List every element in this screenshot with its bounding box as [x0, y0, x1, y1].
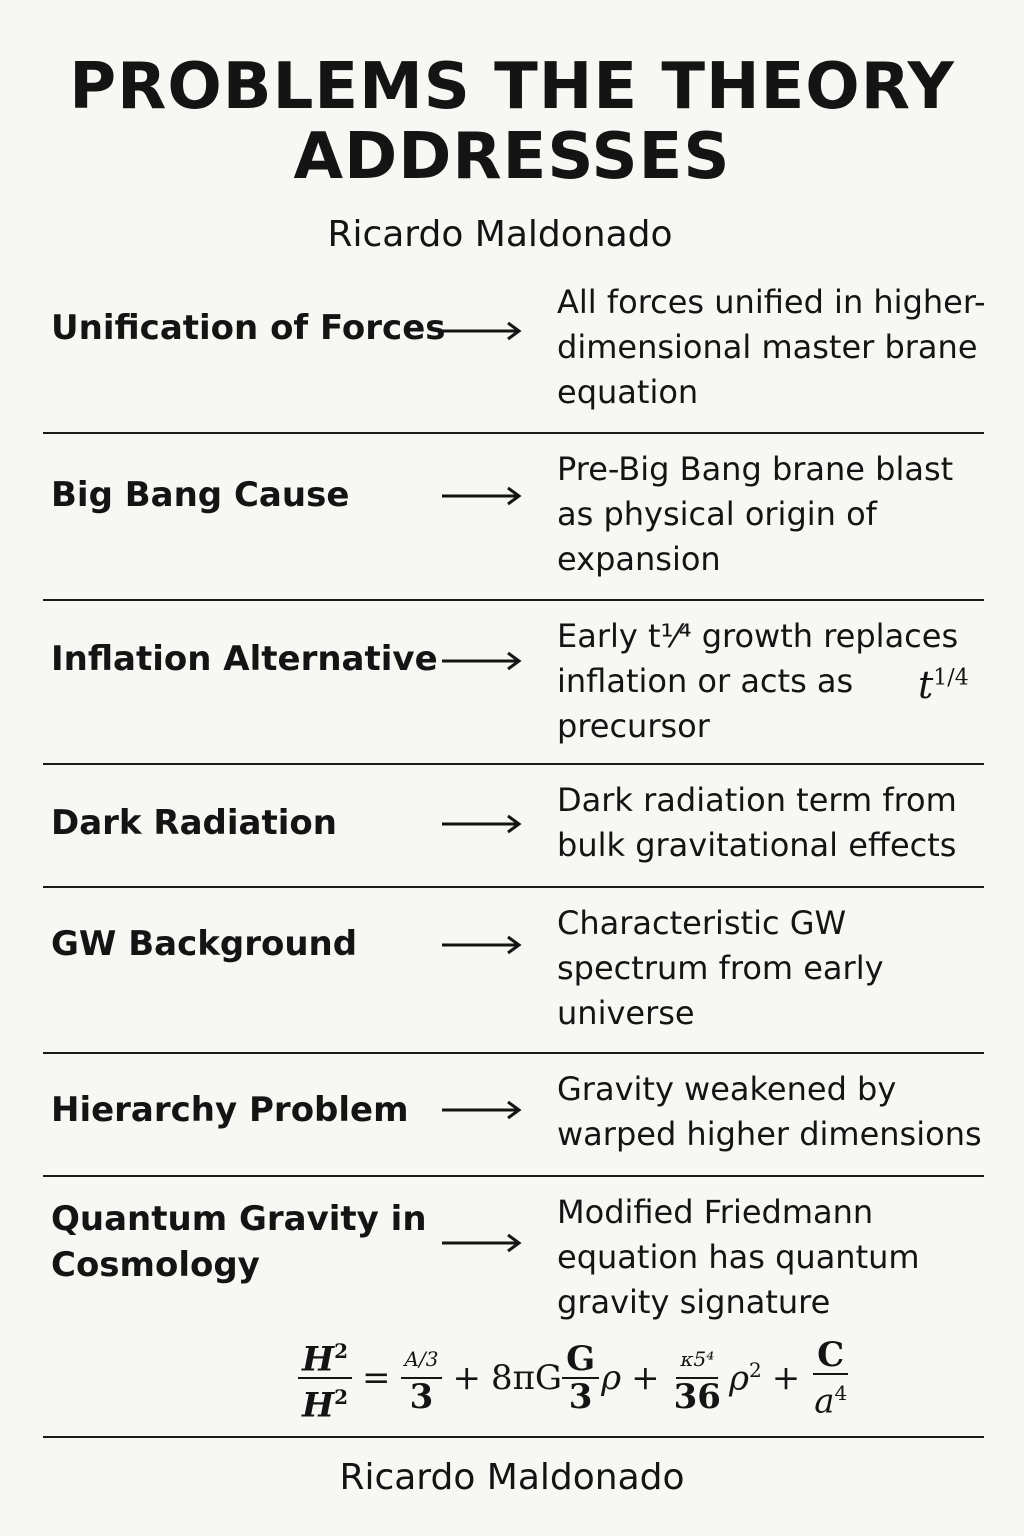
eq-plus: + — [452, 1358, 481, 1398]
row-divider — [43, 886, 984, 888]
page-title: PROBLEMS THE THEORY ADDRESSES — [0, 52, 1024, 192]
problem-label: Hierarchy Problem — [51, 1090, 409, 1130]
footer-author: Ricardo Maldonado — [339, 1457, 685, 1498]
arrow-right-icon — [442, 486, 522, 506]
problem-row: Quantum Gravity in Cosmology Modified Fr… — [43, 1190, 984, 1335]
problem-label: GW Background — [51, 924, 358, 964]
problem-row: GW Background Characteristic GW spectrum… — [43, 901, 984, 1051]
problem-label: Inflation Alternative — [51, 639, 438, 679]
problem-row: Dark Radiation Dark radiation term from … — [43, 778, 984, 878]
arrow-right-icon — [442, 935, 522, 955]
eq-term-2-coef: 8πG — [490, 1358, 563, 1398]
eq-term-2-rho: ρ — [601, 1358, 622, 1398]
solution-description: All forces unified in higher- dimensiona… — [557, 283, 986, 411]
row-divider — [43, 432, 984, 434]
problem-label: Dark Radiation — [51, 803, 337, 843]
title-line-1: PROBLEMS THE THEORY — [69, 50, 955, 124]
row-divider — [43, 1052, 984, 1054]
t-quarter-power-formula: t1/4 — [918, 663, 969, 707]
solution-description: Early t¹⁄⁴ growth replaces inflation or … — [557, 617, 959, 745]
arrow-right-icon — [442, 651, 522, 671]
eq-term-3-rho-squared: ρ2 — [728, 1357, 762, 1399]
row-divider — [43, 763, 984, 765]
eq-plus: + — [631, 1358, 660, 1398]
arrow-right-icon — [442, 1233, 522, 1253]
solution-description: Characteristic GW spectrum from early un… — [557, 904, 884, 1032]
solution-description: Modified Friedmann equation has quantum … — [557, 1193, 920, 1321]
arrow-right-icon — [442, 321, 522, 341]
eq-lhs-fraction: H2 H2 — [298, 1333, 353, 1423]
eq-term-2-fraction: G 3 — [562, 1341, 600, 1415]
row-divider — [43, 599, 984, 601]
eq-term-3-fraction: κ5⁴ 36 — [670, 1341, 725, 1415]
problem-label: Big Bang Cause — [51, 475, 350, 515]
eq-plus: + — [771, 1358, 801, 1398]
problem-row: Inflation Alternative Early t¹⁄⁴ growth … — [43, 614, 984, 764]
solution-description: Pre-Big Bang brane blast as physical ori… — [557, 450, 954, 578]
problem-row: Big Bang Cause Pre-Big Bang brane blast … — [43, 447, 984, 597]
problem-label: Unification of Forces — [51, 308, 446, 348]
row-divider — [43, 1175, 984, 1177]
modified-friedmann-equation: H2 H2 = A/3 3 + 8πG G 3 ρ + κ5⁴ 36 ρ2 + … — [298, 1334, 851, 1423]
solution-description: Dark radiation term from bulk gravitatio… — [557, 781, 957, 864]
problem-row: Hierarchy Problem Gravity weakened by wa… — [43, 1067, 984, 1167]
arrow-right-icon — [442, 1100, 522, 1120]
arrow-right-icon — [442, 814, 522, 834]
title-line-2: ADDRESSES — [293, 120, 731, 194]
eq-term-4-fraction: C a4 — [813, 1334, 849, 1422]
problem-row: Unification of Forces All forces unified… — [43, 280, 986, 430]
solution-description: Gravity weakened by warped higher dimens… — [557, 1070, 982, 1153]
problem-label: Quantum Gravity in Cosmology — [51, 1199, 427, 1285]
author-name: Ricardo Maldonado — [327, 214, 673, 255]
eq-term-1: A/3 3 — [400, 1341, 443, 1415]
footer-divider — [43, 1436, 984, 1438]
eq-equals: = — [362, 1358, 391, 1398]
